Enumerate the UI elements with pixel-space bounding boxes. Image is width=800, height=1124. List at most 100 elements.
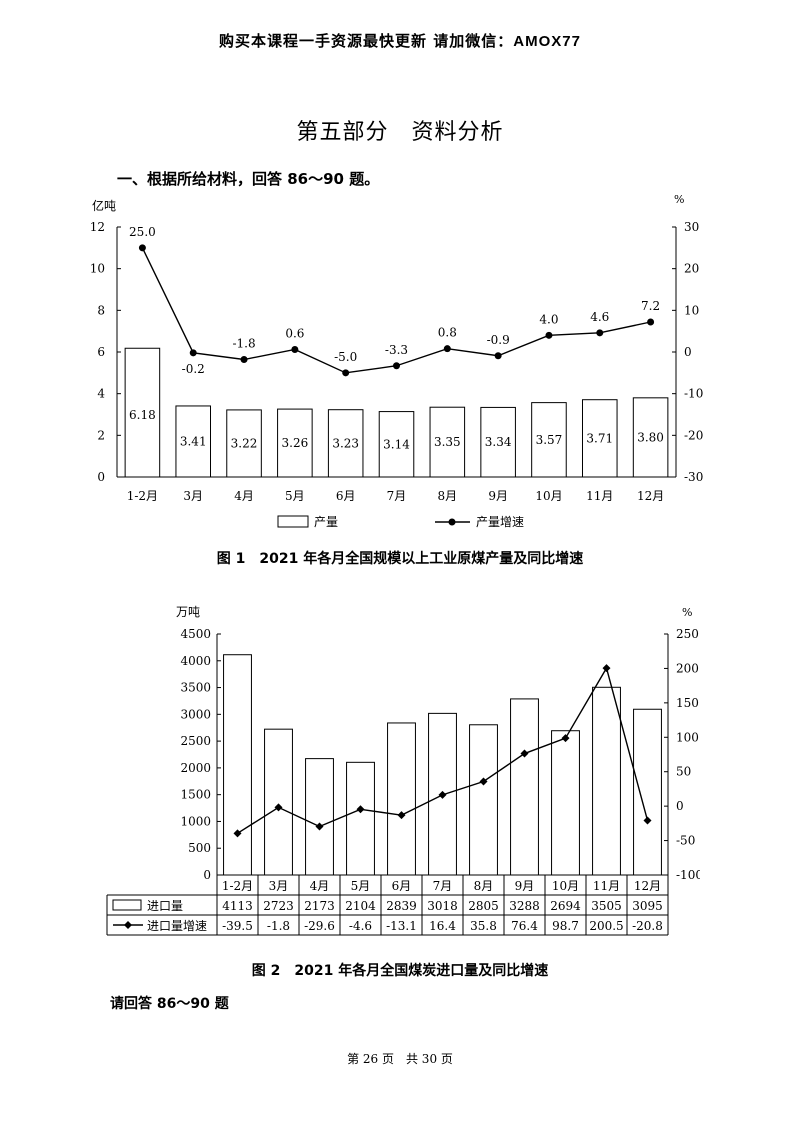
- table-import-value: 3505: [591, 899, 622, 913]
- x-tick-label: 6月: [392, 879, 412, 893]
- table-growth-value: -13.1: [386, 919, 417, 933]
- bar: [305, 758, 334, 876]
- bar: [277, 408, 313, 478]
- right-tick-label: 200: [676, 661, 699, 675]
- bar-data-label: 3.71: [586, 431, 613, 445]
- x-tick-label: 8月: [474, 879, 494, 893]
- x-tick-label: 11月: [586, 489, 613, 503]
- bar-data-label: 3.41: [180, 434, 207, 448]
- answer-prompt: 请回答 86～90 题: [110, 996, 229, 1012]
- legend-line-marker: [448, 518, 456, 526]
- x-tick-label: 10月: [535, 489, 562, 503]
- growth-point: [189, 349, 197, 357]
- right-tick-label: 0: [676, 799, 684, 813]
- bar: [581, 399, 618, 478]
- x-tick-label: 1-2月: [127, 489, 158, 503]
- growth-data-label: -0.9: [487, 333, 510, 347]
- growth-point: [315, 822, 324, 831]
- figure-2-caption: 图 2 2021 年各月全国煤炭进口量及同比增速: [251, 963, 549, 979]
- x-tick-label: 4月: [310, 879, 330, 893]
- right-tick-label: 100: [676, 730, 699, 744]
- growth-data-label: 7.2: [641, 299, 660, 313]
- table-import-value: 2173: [304, 899, 335, 913]
- section-title: 第五部分 资料分析: [296, 120, 504, 145]
- right-tick-label: -100: [676, 868, 700, 882]
- bar: [346, 761, 375, 876]
- legend-bar-label: 进口量: [147, 899, 183, 913]
- growth-point: [397, 811, 406, 820]
- legend-bar-swatch: [112, 899, 142, 911]
- table-import-value: 2839: [386, 899, 417, 913]
- growth-data-label: 0.8: [438, 326, 457, 340]
- table-import-value: 2694: [550, 899, 581, 913]
- legend-line-label: 进口量增速: [147, 919, 207, 933]
- growth-point: [291, 346, 299, 353]
- table-growth-value: -29.6: [304, 919, 335, 933]
- bar-data-label: 3.57: [536, 433, 563, 447]
- left-tick-label: 12: [90, 220, 105, 234]
- page-footer: 第 26 页 共 30 页: [347, 1052, 453, 1066]
- bar: [124, 347, 161, 478]
- table-growth-value: 76.4: [511, 919, 538, 933]
- growth-point: [545, 331, 553, 339]
- right-tick-label: 0: [684, 345, 692, 359]
- right-tick-label: 250: [676, 627, 699, 641]
- x-tick-label: 5月: [285, 489, 305, 503]
- x-tick-label: 3月: [183, 489, 203, 503]
- bar-data-label: 3.22: [231, 436, 258, 450]
- left-tick-label: 2: [97, 428, 105, 442]
- bar-data-label: 3.23: [332, 436, 359, 450]
- table-growth-value: 200.5: [589, 919, 623, 933]
- x-tick-label: 4月: [234, 489, 254, 503]
- growth-point: [494, 352, 502, 360]
- bar: [510, 698, 539, 876]
- table-growth-value: 16.4: [429, 919, 456, 933]
- bar: [327, 409, 364, 478]
- bar: [632, 397, 669, 478]
- bar: [633, 708, 662, 876]
- right-tick-label: 50: [676, 765, 691, 779]
- right-tick-label: -20: [684, 428, 703, 442]
- growth-point: [561, 734, 570, 743]
- table-import-value: 4113: [222, 899, 253, 913]
- left-tick-label: 500: [188, 841, 211, 855]
- x-tick-label: 11月: [593, 879, 620, 893]
- growth-point: [356, 805, 365, 814]
- x-tick-label: 7月: [387, 489, 407, 503]
- bar: [551, 730, 580, 876]
- table-growth-value: -4.6: [349, 919, 372, 933]
- left-tick-label: 4000: [180, 654, 211, 668]
- bar: [469, 724, 498, 876]
- left-tick-label: 0: [203, 868, 211, 882]
- left-tick-label: 3000: [180, 707, 211, 721]
- x-tick-label: 1-2月: [222, 879, 253, 893]
- bar: [429, 406, 466, 478]
- x-tick-label: 7月: [433, 879, 453, 893]
- table-import-value: 2805: [468, 899, 499, 913]
- right-tick-label: 30: [684, 220, 699, 234]
- bar: [387, 722, 416, 876]
- right-tick-label: 10: [684, 303, 699, 317]
- left-tick-label: 6: [97, 345, 105, 359]
- right-tick-label: 20: [684, 262, 699, 276]
- growth-point: [342, 369, 350, 377]
- growth-point: [138, 244, 146, 252]
- left-tick-label: 8: [97, 303, 105, 317]
- growth-point: [520, 749, 529, 758]
- right-tick-label: -30: [684, 470, 703, 484]
- x-tick-label: 3月: [269, 879, 289, 893]
- x-tick-label: 12月: [637, 489, 664, 503]
- figure-1-caption: 图 1 2021 年各月全国规模以上工业原煤产量及同比增速: [216, 551, 584, 567]
- bar-data-label: 3.35: [434, 435, 461, 449]
- x-tick-label: 9月: [515, 879, 535, 893]
- table-import-value: 2723: [263, 899, 294, 913]
- growth-data-label: 25.0: [129, 225, 156, 239]
- table-import-value: 3095: [632, 899, 663, 913]
- left-axis-unit: 万吨: [176, 605, 200, 619]
- table-growth-value: -39.5: [222, 919, 253, 933]
- growth-data-label: 0.6: [285, 327, 304, 341]
- growth-data-label: -1.8: [232, 337, 255, 351]
- left-tick-label: 2500: [180, 734, 211, 748]
- table-growth-value: -20.8: [632, 919, 663, 933]
- growth-data-label: -0.2: [182, 362, 205, 376]
